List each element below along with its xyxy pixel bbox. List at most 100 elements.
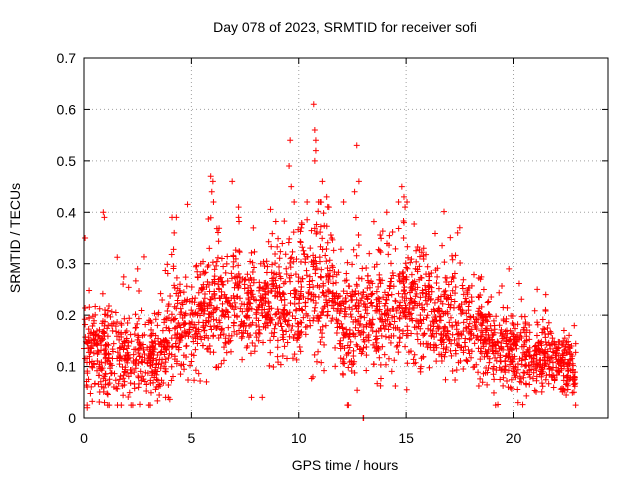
data-point — [364, 293, 371, 300]
data-point — [425, 325, 432, 332]
data-point — [270, 280, 277, 287]
data-point — [462, 295, 469, 302]
data-point — [479, 329, 486, 336]
data-point — [296, 296, 303, 303]
data-point — [209, 259, 216, 266]
data-point — [104, 391, 111, 398]
data-point — [210, 316, 217, 323]
data-point — [245, 334, 252, 341]
data-point — [232, 247, 239, 254]
data-point — [171, 332, 178, 339]
data-point — [227, 348, 234, 355]
data-point — [225, 324, 232, 331]
x-tick-label: 0 — [80, 430, 88, 446]
data-point — [168, 251, 175, 258]
data-point — [239, 308, 246, 315]
data-point — [551, 376, 558, 383]
data-point — [436, 324, 443, 331]
data-point — [363, 334, 370, 341]
data-point — [396, 314, 403, 321]
data-point — [126, 389, 133, 396]
data-point — [236, 327, 243, 334]
data-point — [136, 288, 143, 295]
data-point — [292, 294, 299, 301]
data-point — [547, 355, 554, 362]
data-point — [236, 248, 243, 255]
data-point — [89, 323, 96, 330]
data-point — [500, 382, 507, 389]
data-point — [563, 381, 570, 388]
data-point — [507, 384, 514, 391]
data-point — [146, 343, 153, 350]
data-point — [477, 375, 484, 382]
data-point — [473, 334, 480, 341]
data-point — [276, 284, 283, 291]
data-point — [571, 322, 578, 329]
data-point — [373, 288, 380, 295]
data-point — [471, 271, 478, 278]
data-point — [104, 325, 111, 332]
data-point — [460, 319, 467, 326]
data-point — [427, 322, 434, 329]
data-point — [497, 376, 504, 383]
data-point — [251, 348, 258, 355]
data-point — [385, 292, 392, 299]
data-point — [566, 348, 573, 355]
data-point — [280, 313, 287, 320]
data-point — [416, 276, 423, 283]
data-point — [325, 204, 332, 211]
data-point — [526, 329, 533, 336]
data-point — [332, 344, 339, 351]
data-point — [272, 277, 279, 284]
data-point — [329, 236, 336, 243]
data-point — [228, 332, 235, 339]
data-point — [237, 295, 244, 302]
data-point — [193, 330, 200, 337]
data-point — [387, 321, 394, 328]
data-point — [369, 328, 376, 335]
data-point — [311, 127, 318, 133]
data-point — [431, 299, 438, 306]
data-point — [522, 380, 529, 387]
data-point — [326, 267, 333, 274]
data-point — [465, 303, 472, 310]
data-point — [281, 343, 288, 350]
data-point — [347, 338, 354, 345]
data-point — [177, 311, 184, 318]
data-point — [279, 352, 286, 359]
data-point — [533, 367, 540, 374]
data-point — [442, 349, 449, 356]
data-point — [499, 366, 506, 373]
data-point — [324, 308, 331, 315]
data-point — [377, 249, 384, 256]
data-point — [191, 377, 198, 384]
data-point — [355, 242, 362, 249]
data-point — [212, 364, 219, 371]
data-point — [329, 315, 336, 322]
data-point — [569, 369, 576, 376]
data-point — [399, 330, 406, 337]
data-point — [531, 343, 538, 350]
data-point — [540, 325, 547, 332]
data-point — [201, 327, 208, 334]
data-point — [496, 289, 503, 296]
data-point — [311, 351, 318, 358]
data-point — [161, 319, 168, 326]
data-point — [418, 355, 425, 362]
data-point — [355, 290, 362, 297]
data-point — [282, 317, 289, 324]
data-point — [382, 361, 389, 368]
data-point — [168, 344, 175, 351]
data-point — [329, 264, 336, 271]
chart-title: Day 078 of 2023, SRMTID for receiver sof… — [213, 19, 477, 35]
data-point — [207, 173, 214, 180]
data-point — [374, 380, 381, 387]
data-point — [210, 199, 217, 205]
data-point — [493, 342, 500, 349]
data-point — [246, 314, 253, 321]
data-point — [120, 273, 127, 280]
data-point — [99, 290, 106, 297]
data-point — [375, 283, 382, 290]
data-point — [433, 279, 440, 286]
data-point — [363, 352, 370, 359]
